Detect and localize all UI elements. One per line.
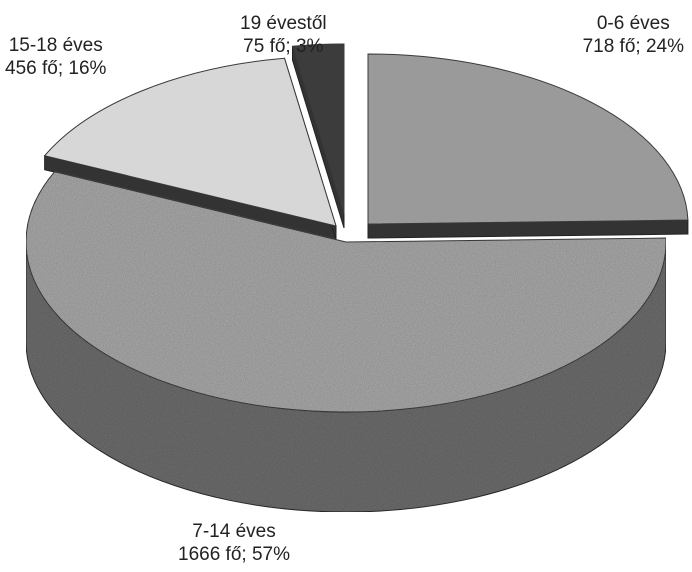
slice-label-0-6: 0-6 éves 718 fő; 24%: [583, 12, 684, 58]
slice-label-0-6-value: 718 fő; 24%: [582, 36, 684, 57]
pie-slice-2: [25, 171, 667, 513]
pie-slice-3: [43, 57, 337, 241]
slice-label-7-14: 7-14 éves 1666 fő; 57%: [178, 520, 290, 566]
pie-slice-top-4: [291, 43, 345, 215]
slice-label-19-name: 19 évestől: [240, 13, 327, 34]
pie-slice-top-2: [25, 171, 667, 413]
slice-label-7-14-name: 7-14 éves: [192, 521, 276, 542]
slice-label-19: 19 évestől 75 fő; 3%: [240, 12, 327, 58]
pie-slice-1: [367, 53, 689, 239]
slice-label-15-18-name: 15-18 éves: [8, 35, 103, 56]
slice-label-15-18-value: 456 fő; 16%: [5, 58, 107, 79]
pie-slice-4: [291, 43, 345, 229]
slice-label-19-value: 75 fő; 3%: [243, 36, 324, 57]
pie-slice-top-1: [367, 53, 689, 225]
slice-label-15-18: 15-18 éves 456 fő; 16%: [5, 34, 106, 80]
slice-label-0-6-name: 0-6 éves: [596, 13, 670, 34]
pie-slice-top-3: [43, 57, 337, 227]
slice-label-7-14-value: 1666 fő; 57%: [178, 544, 290, 565]
